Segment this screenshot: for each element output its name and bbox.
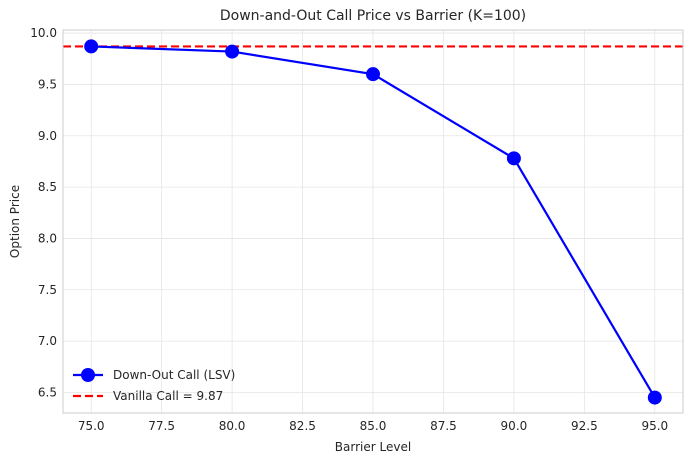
y-tick-label: 7.5 (38, 283, 57, 297)
chart-title: Down-and-Out Call Price vs Barrier (K=10… (220, 8, 526, 24)
y-tick-label: 6.5 (38, 385, 57, 399)
x-tick-label: 92.5 (571, 419, 598, 433)
x-axis-ticks: 75.0 77.5 80.0 82.5 85.0 87.5 90.0 92.5 95.0 (78, 419, 668, 433)
y-tick-label: 10.0 (30, 26, 57, 40)
data-point (84, 39, 99, 54)
y-tick-label: 8.0 (38, 231, 57, 245)
grid-lines (63, 30, 683, 413)
x-tick-label: 95.0 (641, 419, 668, 433)
x-tick-label: 90.0 (501, 419, 528, 433)
y-tick-label: 7.0 (38, 334, 57, 348)
legend: Down-Out Call (LSV) Vanilla Call = 9.87 (73, 368, 235, 403)
series-layer (63, 39, 683, 405)
y-tick-label: 9.0 (38, 129, 57, 143)
data-point (366, 67, 380, 82)
y-axis-ticks: 6.5 7.0 7.5 8.0 8.5 9.0 9.5 10.0 (30, 26, 57, 399)
data-point (225, 44, 240, 59)
x-tick-label: 80.0 (219, 419, 246, 433)
data-point (647, 390, 662, 405)
y-tick-label: 8.5 (38, 180, 57, 194)
y-tick-label: 9.5 (38, 77, 57, 91)
legend-marker-swatch (81, 368, 95, 382)
y-axis-label: Option Price (8, 185, 22, 258)
plot-frame (62, 29, 684, 414)
x-tick-label: 85.0 (360, 419, 387, 433)
x-axis-label: Barrier Level (335, 440, 411, 454)
x-tick-label: 77.5 (148, 419, 175, 433)
x-tick-label: 75.0 (78, 419, 105, 433)
x-tick-label: 87.5 (430, 419, 457, 433)
data-point (506, 151, 521, 166)
x-tick-label: 82.5 (289, 419, 316, 433)
legend-label: Down-Out Call (LSV) (113, 368, 235, 382)
legend-label: Vanilla Call = 9.87 (113, 389, 223, 403)
